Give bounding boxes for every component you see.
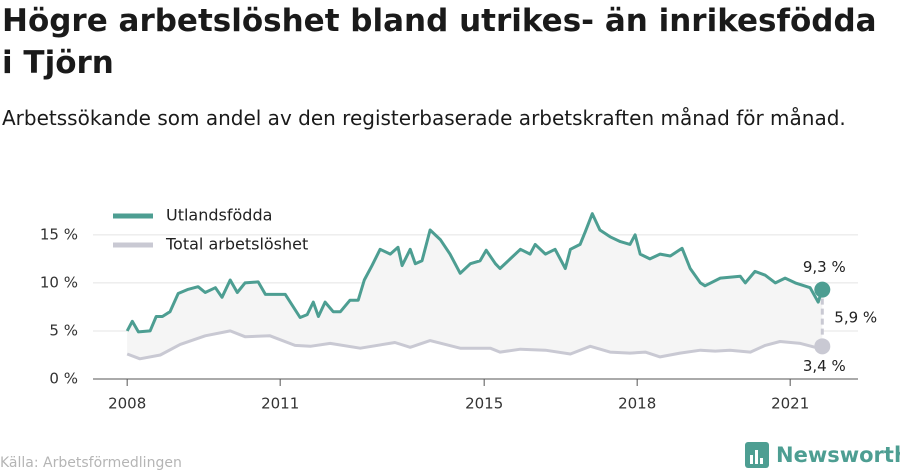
x-tick-label: 2011 bbox=[261, 395, 299, 413]
logo-bar bbox=[755, 450, 758, 464]
y-tick-label: 15 % bbox=[40, 225, 78, 243]
x-tick-label: 2015 bbox=[465, 395, 503, 413]
line bbox=[125, 212, 824, 334]
logo-bar bbox=[760, 458, 763, 464]
end-marker bbox=[814, 281, 831, 298]
y-tick-label: 10 % bbox=[40, 273, 78, 291]
x-tick-label: 2018 bbox=[618, 395, 656, 413]
source: Källa: Arbetsförmedlingen bbox=[0, 455, 182, 471]
chart-subtitle: Arbetssökande som andel av den registerb… bbox=[2, 106, 846, 130]
y-tick-label: 5 % bbox=[49, 321, 78, 339]
x-tick-label: 2008 bbox=[108, 395, 146, 413]
line bbox=[126, 329, 823, 361]
logo-bar bbox=[750, 455, 753, 464]
end-label: 9,3 % bbox=[803, 258, 846, 276]
end-marker bbox=[814, 338, 831, 355]
legend-label: Utlandsfödda bbox=[166, 206, 272, 225]
y-tick-label: 0 % bbox=[49, 370, 78, 388]
gap-label: 5,9 % bbox=[834, 308, 877, 326]
end-label: 3,4 % bbox=[803, 357, 846, 375]
chart-title: Högre arbetslöshet bland utrikes- än inr… bbox=[2, 3, 877, 81]
x-tick-label: 2021 bbox=[771, 395, 809, 413]
gap-area bbox=[127, 213, 823, 359]
legend-label: Total arbetslöshet bbox=[165, 235, 308, 254]
brand: Newsworthy bbox=[776, 443, 900, 467]
plot: 0 % 5 % 10 % 15 % 2008 2011 2015 2018 2021 5,9 % 9… bbox=[40, 206, 877, 413]
logo: Newsworthy bbox=[745, 442, 900, 468]
